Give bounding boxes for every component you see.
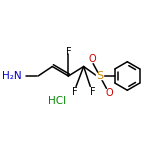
Text: O: O <box>105 88 113 98</box>
Text: F: F <box>72 87 78 97</box>
Text: HCl: HCl <box>48 96 66 106</box>
Bar <box>97 73 103 79</box>
Text: S: S <box>96 71 103 81</box>
Text: O: O <box>88 54 96 64</box>
Text: F: F <box>66 47 71 57</box>
Text: F: F <box>90 87 96 97</box>
Text: H₂N: H₂N <box>2 71 22 81</box>
